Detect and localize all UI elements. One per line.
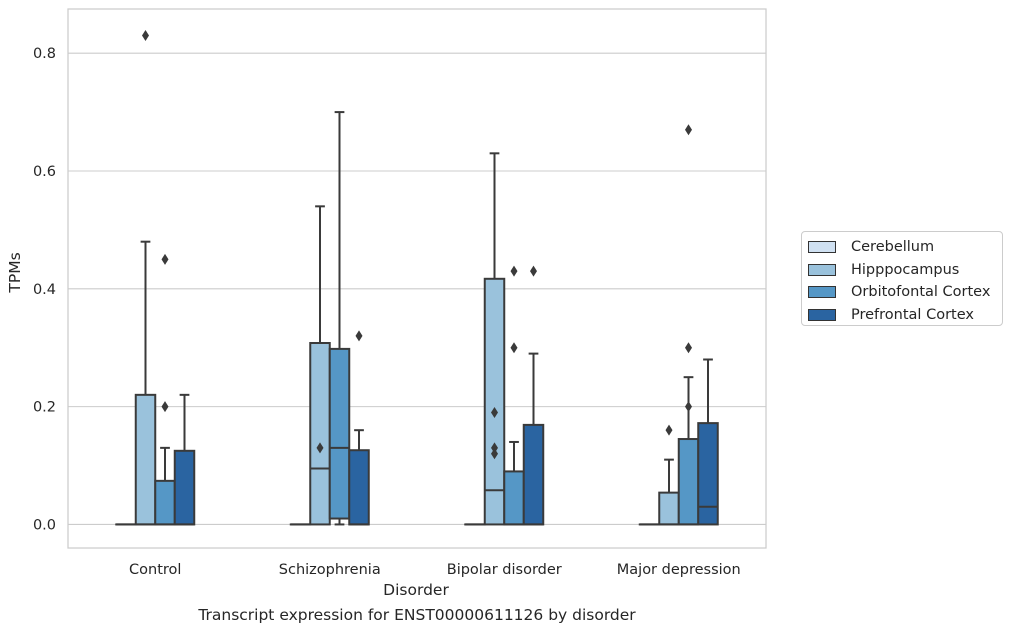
box-prefrontal-cortex: [173, 393, 196, 526]
outlier-point: [510, 342, 518, 354]
legend-label: Cerebellum: [851, 239, 935, 256]
x-axis-label: Disorder: [383, 581, 449, 599]
box: [483, 277, 506, 526]
outlier-point: [491, 407, 498, 419]
x-tick-label: Bipolar disorder: [447, 562, 562, 578]
box: [697, 422, 719, 526]
legend-swatch: [808, 263, 836, 276]
legend-swatch: [808, 286, 836, 299]
outlier-point: [510, 265, 518, 277]
box: [309, 342, 331, 526]
legend: Cerebellum Hipppocampus Orbitofontal Corte…: [801, 231, 1003, 326]
legend-swatch: [808, 308, 836, 321]
outlier-point: [685, 342, 692, 354]
y-tick-label: 0.4: [33, 282, 56, 298]
y-axis-ticks: 0.0 0.2 0.4 0.6 0.8: [33, 46, 56, 533]
y-tick-label: 0.0: [33, 517, 56, 533]
x-tick-label: Control: [129, 562, 181, 578]
outlier-point: [355, 330, 363, 342]
box: [348, 449, 370, 526]
y-tick-label: 0.2: [33, 400, 56, 416]
box-plot-marks: [115, 30, 719, 526]
box-orbitofontal-cortex: [677, 124, 700, 526]
y-tick-label: 0.8: [33, 46, 56, 62]
y-tick-label: 0.6: [33, 164, 56, 180]
box-orbitofontal-cortex: [328, 111, 351, 526]
outlier-point: [142, 30, 149, 42]
legend-item: Prefrontal Cortex: [808, 304, 1002, 327]
grid-lines: [68, 52, 766, 525]
outlier-point: [161, 401, 169, 413]
legend-item: Hipppocampus: [808, 259, 1002, 282]
outlier-point: [491, 448, 498, 460]
x-axis-ticks: Control Schizophrenia Bipolar disorder Majo…: [129, 562, 741, 578]
box-hipppocampus: [483, 152, 506, 526]
legend-label: Orbitofontal Cortex: [851, 284, 991, 301]
legend-swatch: [808, 241, 836, 254]
plot-area: [67, 8, 767, 549]
box-orbitofontal-cortex: [154, 253, 176, 526]
box: [677, 438, 700, 526]
outlier-point: [316, 442, 324, 454]
box: [522, 423, 545, 526]
legend-label: Hipppocampus: [851, 261, 960, 278]
chart-caption: Transcript expression for ENST0000061112…: [198, 606, 636, 624]
box-hipppocampus: [658, 424, 680, 526]
outlier-point: [685, 124, 692, 136]
y-axis-label: TPMs: [6, 252, 24, 293]
legend-item: Orbitofontal Cortex: [808, 281, 1002, 304]
box: [154, 479, 176, 526]
box-hipppocampus: [309, 205, 331, 526]
legend-label: Prefrontal Cortex: [851, 306, 974, 323]
legend-item: Cerebellum: [808, 236, 1002, 259]
outlier-point: [530, 265, 537, 277]
x-tick-label: Schizophrenia: [279, 562, 381, 578]
box-prefrontal-cortex: [522, 265, 545, 526]
outlier-point: [685, 401, 692, 413]
x-tick-label: Major depression: [617, 562, 741, 578]
box: [173, 449, 196, 526]
outlier-point: [665, 424, 673, 436]
outlier-point: [161, 253, 169, 265]
box: [328, 347, 351, 520]
box: [658, 491, 680, 526]
box-prefrontal-cortex: [348, 330, 370, 526]
box-hipppocampus: [134, 30, 157, 526]
box-orbitofontal-cortex: [503, 265, 525, 526]
box: [503, 470, 525, 526]
box: [134, 393, 157, 526]
box-prefrontal-cortex: [697, 358, 719, 526]
outlier-point: [491, 442, 498, 454]
